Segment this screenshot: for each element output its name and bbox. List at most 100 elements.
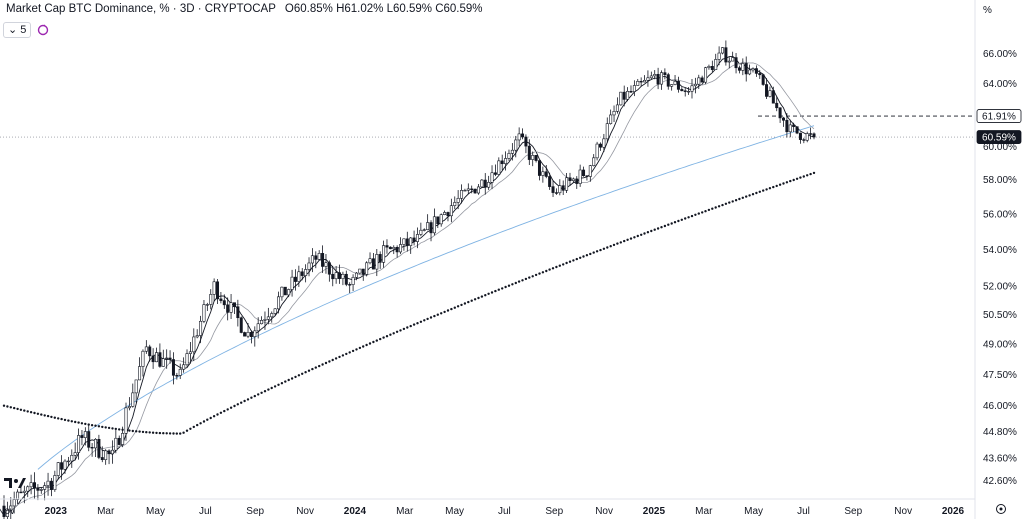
candle xyxy=(399,237,403,255)
candle xyxy=(260,316,264,325)
candle xyxy=(483,173,487,195)
candle xyxy=(571,177,575,183)
ma-long-point xyxy=(734,199,738,202)
y-tick-label: 49.00% xyxy=(983,340,1017,351)
ma-long-point xyxy=(175,432,178,435)
candle xyxy=(558,179,562,196)
price-tag: 60.59% xyxy=(976,130,1022,144)
open-value: O60.85% xyxy=(284,3,333,15)
candle xyxy=(53,470,57,492)
symbol-title[interactable]: Market Cap BTC Dominance, % · 3D · CRYPT… xyxy=(6,3,276,15)
ma-long-point xyxy=(50,415,53,419)
candle xyxy=(232,302,236,315)
candle xyxy=(246,323,250,339)
ma-long-point xyxy=(650,229,653,233)
candle xyxy=(175,372,179,380)
ma-long-point xyxy=(189,427,192,430)
candle xyxy=(378,251,382,269)
ma-long-point xyxy=(802,175,805,178)
candle xyxy=(626,87,630,102)
ma-long-point xyxy=(707,208,711,212)
x-tick-label: Sep xyxy=(844,506,862,517)
ma-long-point xyxy=(731,200,734,203)
ma-long-point xyxy=(165,432,168,435)
candle xyxy=(646,70,650,87)
ma-long-point xyxy=(90,424,94,427)
candle xyxy=(663,68,667,80)
candle xyxy=(412,230,416,246)
ma-long-point xyxy=(745,195,748,198)
ma-long-point xyxy=(40,413,43,416)
candle xyxy=(266,307,270,325)
ma-long-point xyxy=(694,213,697,216)
y-tick-label: 60.00% xyxy=(983,142,1017,153)
candle xyxy=(73,442,77,461)
candle xyxy=(63,459,67,474)
moving-averages xyxy=(2,55,816,518)
candle xyxy=(619,91,623,106)
candle xyxy=(805,131,809,143)
ma-long-point xyxy=(148,431,151,434)
candle xyxy=(83,427,87,446)
x-tick-label: Nov xyxy=(595,506,613,517)
candle xyxy=(724,40,728,66)
ma-long-point xyxy=(6,405,9,408)
ma-long-point xyxy=(538,272,541,275)
y-tick-label: 44.80% xyxy=(983,427,1017,438)
ma-long-point xyxy=(104,426,107,429)
ma-long-point xyxy=(534,273,538,277)
candle xyxy=(548,172,552,190)
ma-long-point xyxy=(145,431,148,434)
ma-long-point xyxy=(450,307,453,311)
ma-long-point xyxy=(555,265,558,269)
ma-long-point xyxy=(480,295,484,298)
ma-long-point xyxy=(741,196,744,199)
ma-long-point xyxy=(531,275,534,278)
refresh-icon[interactable] xyxy=(37,24,49,36)
candle xyxy=(605,117,609,143)
candle xyxy=(161,349,165,367)
ma-long-point xyxy=(80,422,84,425)
gear-icon[interactable] xyxy=(996,504,1006,514)
candle xyxy=(812,132,816,140)
candle xyxy=(229,294,233,319)
x-tick-label: Jul xyxy=(797,506,810,517)
ma-long-point xyxy=(775,184,778,188)
ma-long-point xyxy=(646,231,650,234)
candle xyxy=(476,184,480,195)
x-tick-label: 2024 xyxy=(344,506,367,517)
ma-long-point xyxy=(389,333,392,336)
ma-long-point xyxy=(440,312,443,315)
candle xyxy=(507,149,511,161)
candle xyxy=(321,245,325,273)
ma-long-point xyxy=(667,223,670,226)
candle xyxy=(155,347,159,363)
ma-long-point xyxy=(202,420,206,423)
ma-long-point xyxy=(412,323,416,326)
ma-long-point xyxy=(250,396,253,399)
price-tag-label: 61.91% xyxy=(982,112,1016,123)
candle xyxy=(371,253,375,270)
ma-long-point xyxy=(212,415,216,418)
candle xyxy=(643,75,647,83)
candle xyxy=(446,211,450,222)
high-value: H61.02% xyxy=(336,3,384,15)
candle xyxy=(16,489,20,504)
ma-long-point xyxy=(768,187,772,190)
candle xyxy=(632,80,636,97)
ma-long-point xyxy=(9,406,12,409)
candle xyxy=(107,449,111,465)
candle xyxy=(673,74,677,86)
ma-long-point xyxy=(562,263,565,266)
ma-long-point xyxy=(463,302,467,305)
ma-long-point xyxy=(179,432,182,435)
candle xyxy=(792,122,796,133)
ma-long-point xyxy=(111,427,114,430)
ma-long-point xyxy=(680,218,683,221)
ma-long-point xyxy=(87,423,90,426)
candle xyxy=(717,46,721,66)
indicator-toggle-button[interactable]: ⌄ 5 xyxy=(3,22,32,38)
x-tick-label: 2025 xyxy=(643,506,666,517)
candle xyxy=(144,340,148,354)
